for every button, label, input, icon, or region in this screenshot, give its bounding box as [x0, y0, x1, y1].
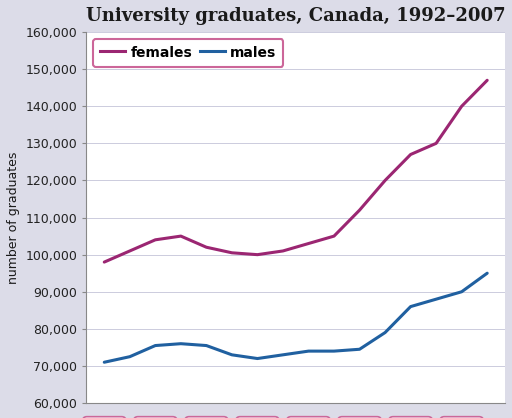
Legend: females, males: females, males	[93, 39, 283, 67]
Y-axis label: number of graduates: number of graduates	[7, 151, 20, 284]
Title: University graduates, Canada, 1992–2007: University graduates, Canada, 1992–2007	[86, 7, 505, 25]
